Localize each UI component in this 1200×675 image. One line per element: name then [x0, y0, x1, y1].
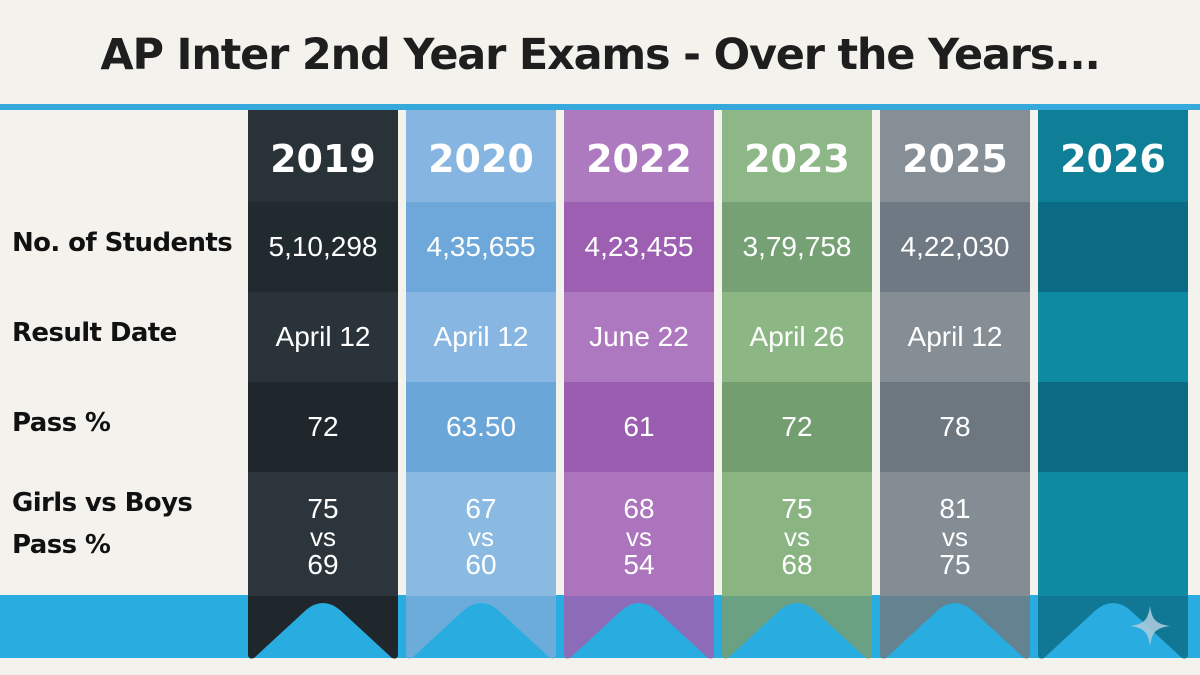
girls-vs-boys-cell: 67 vs 60: [406, 472, 556, 596]
year-column-2025: 2025 4,22,030 April 12 78 81 vs 75: [880, 110, 1030, 660]
year-column-2022: 2022 4,23,455 June 22 61 68 vs 54: [564, 110, 714, 660]
result-date-cell: April 12: [248, 292, 398, 382]
boys-pass: 75: [939, 549, 971, 580]
sparkle-icon: [1130, 606, 1170, 646]
year-header: 2022: [564, 110, 714, 202]
girls-vs-boys-cell: 68 vs 54: [564, 472, 714, 596]
pass-percent-cell: [1038, 382, 1188, 472]
boys-pass: 54: [623, 549, 655, 580]
pass-percent-cell: 61: [564, 382, 714, 472]
girls-pass: 68: [623, 493, 655, 524]
vs-label: vs: [784, 522, 810, 552]
ribbon-tail: [564, 596, 714, 659]
pass-percent-cell: 72: [248, 382, 398, 472]
girls-vs-boys-cell: [1038, 472, 1188, 596]
students-cell: 4,35,655: [406, 202, 556, 292]
boys-pass: 60: [465, 549, 497, 580]
result-date-cell: [1038, 292, 1188, 382]
vs-label: vs: [942, 522, 968, 552]
year-header: 2019: [248, 110, 398, 202]
pass-percent-cell: 72: [722, 382, 872, 472]
ribbon-tail: [880, 596, 1030, 659]
row-label-students: No. of Students: [12, 228, 233, 258]
boys-pass: 69: [307, 549, 339, 580]
page-title: AP Inter 2nd Year Exams - Over the Years…: [100, 30, 1100, 80]
year-header: 2026: [1038, 110, 1188, 202]
girls-pass: 67: [465, 493, 497, 524]
year-header: 2023: [722, 110, 872, 202]
girls-vs-boys-cell: 75 vs 68: [722, 472, 872, 596]
year-column-2020: 2020 4,35,655 April 12 63.50 67 vs 60: [406, 110, 556, 660]
girls-pass: 75: [307, 493, 339, 524]
boys-pass: 68: [781, 549, 813, 580]
top-accent-rule: [0, 104, 1200, 110]
result-date-cell: April 12: [406, 292, 556, 382]
ribbon-tail: [248, 596, 398, 659]
result-date-cell: June 22: [564, 292, 714, 382]
girls-pass: 81: [939, 493, 971, 524]
row-label-gvb-line2: Pass %: [12, 530, 111, 560]
year-column-2019: 2019 5,10,298 April 12 72 75 vs 69: [248, 110, 398, 660]
row-label-result-date: Result Date: [12, 318, 177, 348]
vs-label: vs: [468, 522, 494, 552]
row-label-pass: Pass %: [12, 408, 111, 438]
girls-pass: 75: [781, 493, 813, 524]
vs-label: vs: [626, 522, 652, 552]
result-date-cell: April 12: [880, 292, 1030, 382]
students-cell: 5,10,298: [248, 202, 398, 292]
girls-vs-boys-cell: 75 vs 69: [248, 472, 398, 596]
year-column-2023: 2023 3,79,758 April 26 72 75 vs 68: [722, 110, 872, 660]
students-cell: 4,23,455: [564, 202, 714, 292]
result-date-cell: April 26: [722, 292, 872, 382]
students-cell: 4,22,030: [880, 202, 1030, 292]
vs-label: vs: [310, 522, 336, 552]
row-label-gvb-line1: Girls vs Boys: [12, 488, 193, 518]
year-column-2026: 2026: [1038, 110, 1188, 660]
ribbon-tail: [722, 596, 872, 659]
year-header: 2025: [880, 110, 1030, 202]
girls-vs-boys-cell: 81 vs 75: [880, 472, 1030, 596]
students-cell: 3,79,758: [722, 202, 872, 292]
pass-percent-cell: 63.50: [406, 382, 556, 472]
students-cell: [1038, 202, 1188, 292]
year-header: 2020: [406, 110, 556, 202]
pass-percent-cell: 78: [880, 382, 1030, 472]
ribbon-tail: [406, 596, 556, 659]
